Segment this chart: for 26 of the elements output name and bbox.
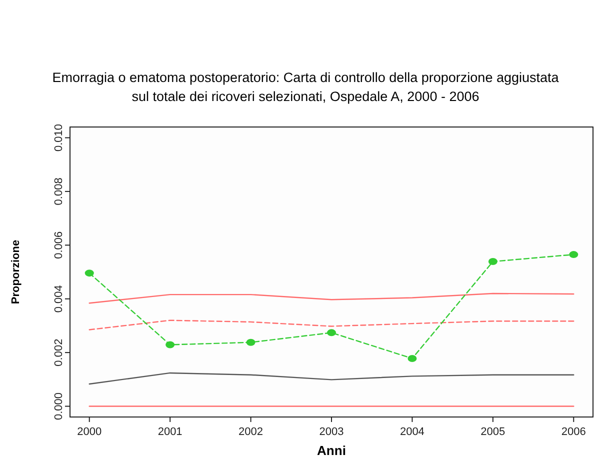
x-tick-label: 2002 <box>238 426 264 438</box>
y-tick-label: 0.000 <box>53 392 65 420</box>
point <box>84 270 94 277</box>
x-tick-label: 2006 <box>561 426 586 438</box>
point <box>327 329 336 336</box>
point <box>408 354 417 362</box>
point <box>569 251 578 258</box>
y-tick-label: 0.002 <box>53 338 65 366</box>
line-series <box>88 372 574 385</box>
point <box>246 338 256 346</box>
x-tick-label: 2001 <box>158 426 182 438</box>
y-tick-label: 0.006 <box>53 231 65 259</box>
chart-title: Emorragia o ematoma postoperatorio: Carta di controllo della proporzione aggiustata sul totale dei ricoveri selezionati, Ospedale A, 2000 - 2006 <box>52 70 560 104</box>
y-tick-label: 0.004 <box>53 285 65 313</box>
y-tick-label: 0.010 <box>53 124 65 152</box>
x-tick-label: 2005 <box>480 426 506 438</box>
x-tick-label: 2004 <box>400 426 424 438</box>
x-axis-title: Anni <box>317 443 346 458</box>
x-tick-label: 2000 <box>77 426 102 438</box>
point <box>488 258 498 266</box>
y-axis-title: Proporzione <box>10 240 22 304</box>
line-series <box>88 292 574 304</box>
line-series <box>88 320 574 330</box>
y-tick-label: 0.008 <box>53 178 65 206</box>
x-tick-label: 2003 <box>319 426 344 438</box>
point <box>166 341 175 348</box>
